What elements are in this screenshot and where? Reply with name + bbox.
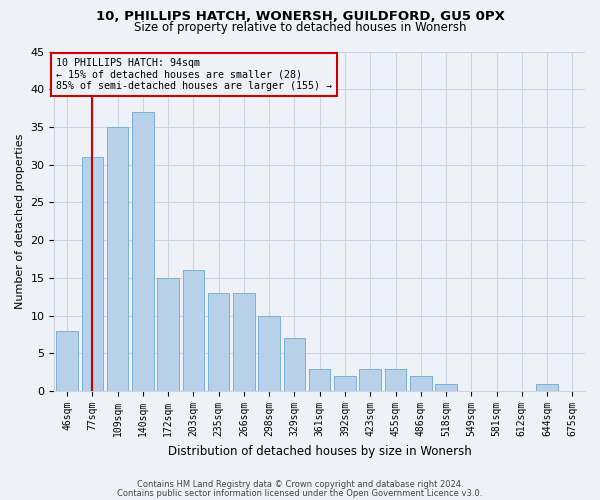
Bar (182, 270, 204, 391)
Bar (536, 384, 558, 391)
Bar (259, 316, 280, 391)
Bar (208, 293, 229, 391)
Text: 10, PHILLIPS HATCH, WONERSH, GUILDFORD, GU5 0PX: 10, PHILLIPS HATCH, WONERSH, GUILDFORD, … (95, 10, 505, 23)
Text: 10 PHILLIPS HATCH: 94sqm
← 15% of detached houses are smaller (28)
85% of semi-d: 10 PHILLIPS HATCH: 94sqm ← 15% of detach… (56, 58, 332, 90)
Text: Contains HM Land Registry data © Crown copyright and database right 2024.: Contains HM Land Registry data © Crown c… (137, 480, 463, 489)
Text: Size of property relative to detached houses in Wonersh: Size of property relative to detached ho… (134, 21, 466, 34)
Text: Contains public sector information licensed under the Open Government Licence v3: Contains public sector information licen… (118, 488, 482, 498)
Bar (132, 112, 154, 391)
Bar (107, 127, 128, 391)
Bar (385, 368, 406, 391)
Bar (233, 293, 254, 391)
Bar (56, 331, 78, 391)
Bar (410, 376, 431, 391)
Bar (359, 368, 381, 391)
Bar (82, 157, 103, 391)
Bar (284, 338, 305, 391)
Bar (157, 278, 179, 391)
Bar (435, 384, 457, 391)
Bar (309, 368, 331, 391)
X-axis label: Distribution of detached houses by size in Wonersh: Distribution of detached houses by size … (168, 444, 472, 458)
Bar (334, 376, 356, 391)
Y-axis label: Number of detached properties: Number of detached properties (15, 134, 25, 309)
